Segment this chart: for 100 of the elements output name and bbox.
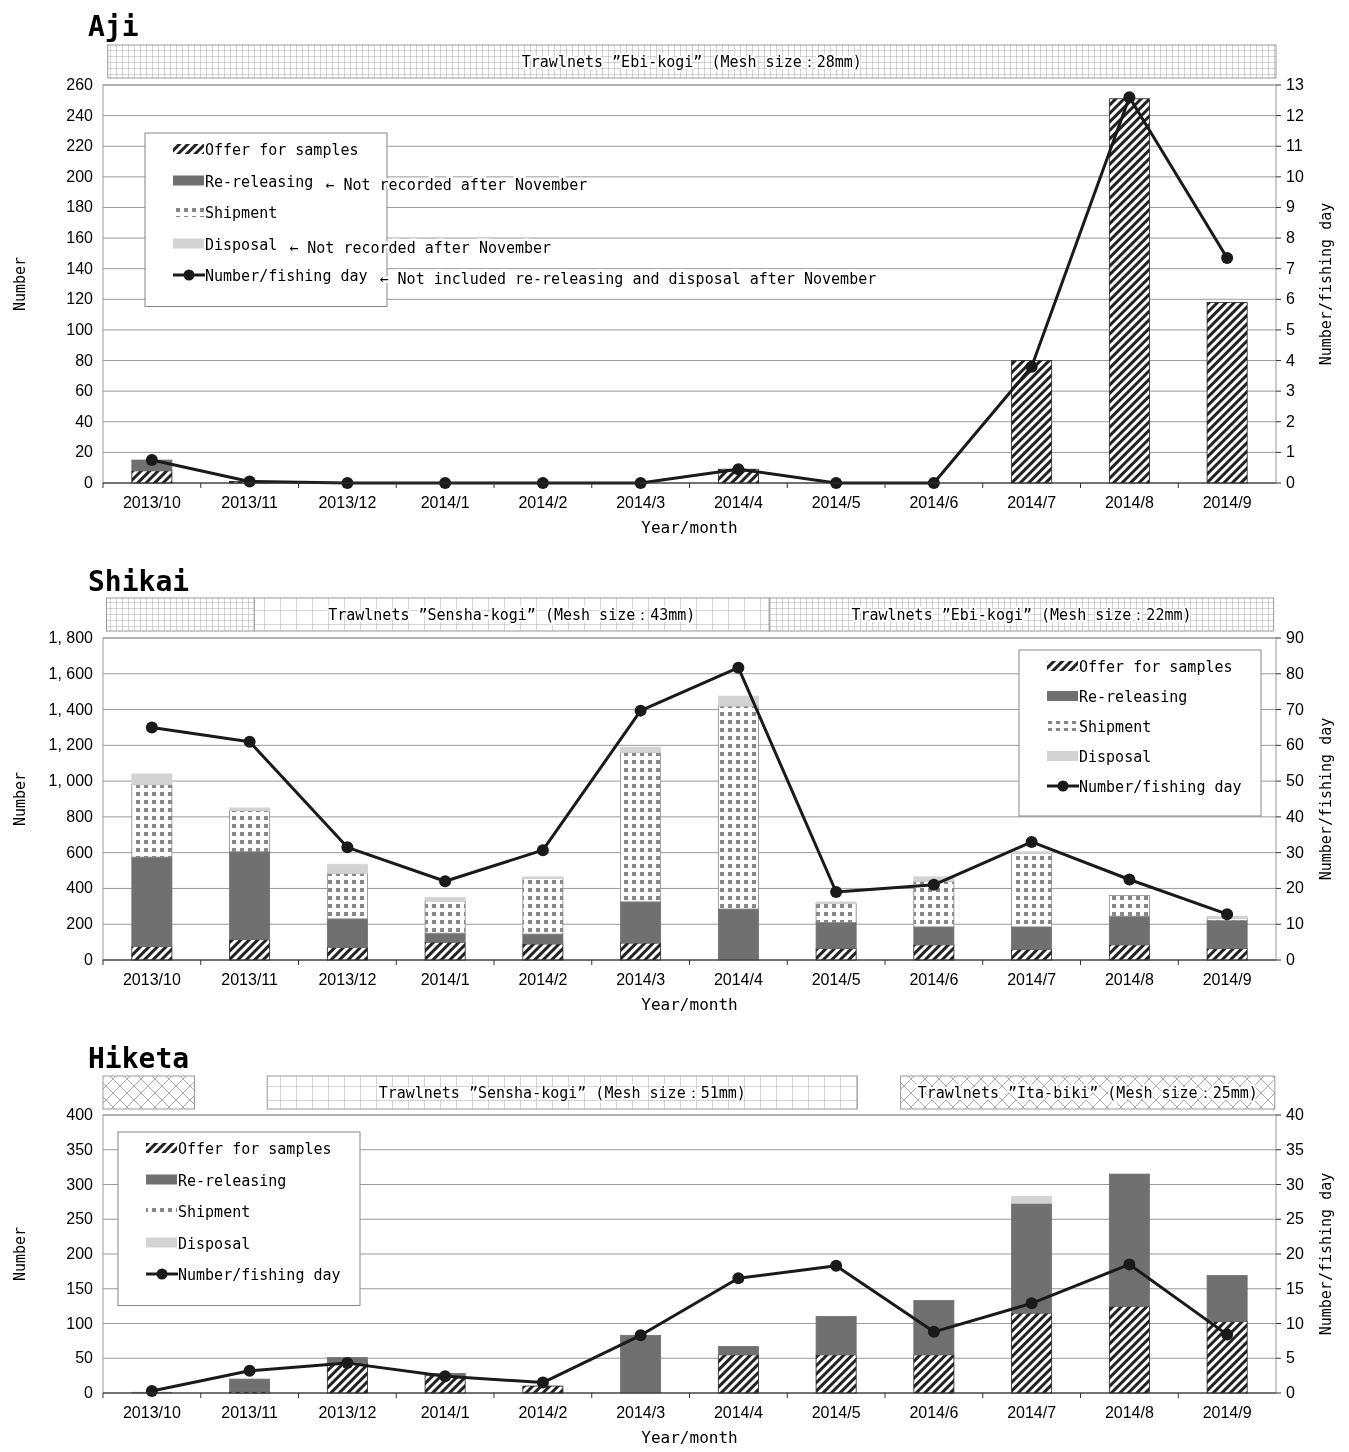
legend-label: Disposal — [205, 235, 278, 254]
text: Trawlnets ”Ebi-kogi” (Mesh size：28mm) — [521, 53, 862, 71]
y-tick-label: 1, 000 — [48, 772, 94, 790]
x-tick-label: 2013/12 — [318, 494, 377, 511]
x-tick-label: 2014/6 — [909, 971, 959, 988]
y2-tick-label: 10 — [1286, 915, 1304, 933]
x-tick-label: 2014/3 — [616, 1404, 666, 1421]
y-axis-title: Number — [11, 1226, 29, 1282]
y2-axis-title: Number/fishing day — [1317, 202, 1335, 366]
y-tick-label: 200 — [66, 1245, 94, 1262]
y2-tick-label: 40 — [1286, 1106, 1304, 1123]
y-tick-label: 400 — [66, 879, 94, 897]
y2-tick-label: 13 — [1286, 76, 1304, 93]
y-tick-label: 250 — [66, 1210, 94, 1228]
x-tick-label: 2014/8 — [1104, 494, 1154, 511]
y-tick-label: 350 — [66, 1140, 94, 1158]
y-tick-label: 60 — [75, 382, 94, 400]
x-tick-label: 2014/8 — [1104, 1404, 1154, 1421]
legend-label: Offer for samples — [1079, 658, 1233, 676]
x-tick-label: 2014/6 — [909, 1404, 959, 1421]
y-tick-label: 100 — [66, 320, 94, 338]
y-tick-label: 100 — [66, 1314, 94, 1332]
y2-tick-label: 2 — [1286, 412, 1295, 430]
legend-label: Disposal — [1079, 748, 1152, 766]
x-tick-label: 2013/10 — [122, 1404, 181, 1421]
y2-tick-label: 15 — [1286, 1279, 1304, 1297]
y2-tick-label: 0 — [1286, 474, 1295, 491]
y2-tick-label: 4 — [1286, 351, 1295, 369]
y2-tick-label: 35 — [1286, 1140, 1304, 1158]
x-axis-title: Year/month — [641, 518, 738, 537]
y2-tick-label: 7 — [1286, 259, 1295, 277]
x-tick-label: 2014/3 — [616, 494, 666, 511]
x-axis-title: Year/month — [641, 995, 738, 1014]
x-tick-label: 2013/12 — [318, 971, 377, 988]
y2-tick-label: 12 — [1286, 106, 1304, 124]
y2-tick-label: 40 — [1286, 807, 1304, 825]
legend-label: Offer for samples — [178, 1140, 332, 1158]
text: Trawlnets ”Ebi-kogi” (Mesh size：22mm) — [851, 606, 1192, 624]
y2-axis-title: Number/fishing day — [1317, 717, 1335, 881]
x-tick-label: 2014/2 — [518, 971, 568, 988]
legend-label: Number/fishing day — [1079, 778, 1242, 796]
y-tick-label: 260 — [66, 76, 94, 93]
y2-tick-label: 11 — [1286, 137, 1303, 155]
x-tick-label: 2013/11 — [221, 1404, 279, 1421]
y-tick-label: 160 — [66, 229, 94, 247]
y-axis-title: Number — [11, 256, 29, 312]
y-axis-title: Number — [11, 771, 29, 827]
y2-tick-label: 30 — [1286, 1175, 1304, 1193]
y2-tick-label: 30 — [1286, 843, 1304, 861]
text: Trawlnets ”Ita-biki” (Mesh size：25mm) — [917, 1084, 1258, 1102]
legend-label: Disposal — [178, 1234, 251, 1253]
y2-tick-label: 1 — [1286, 443, 1295, 461]
x-tick-label: 2014/5 — [811, 1404, 861, 1421]
y-tick-label: 400 — [66, 1106, 94, 1123]
chart-title: Aji — [88, 10, 139, 43]
y-tick-label: 50 — [75, 1349, 94, 1367]
legend-label: Re-releasing — [1079, 688, 1188, 706]
y-tick-label: 800 — [66, 807, 94, 825]
x-tick-label: 2014/9 — [1202, 971, 1252, 988]
y-tick-label: 600 — [66, 843, 94, 861]
y-tick-label: 240 — [66, 106, 94, 124]
y2-tick-label: 60 — [1286, 736, 1304, 754]
y-tick-label: 120 — [66, 290, 94, 308]
x-tick-label: 2014/1 — [420, 971, 470, 988]
x-tick-label: 2014/2 — [518, 494, 568, 511]
x-tick-label: 2014/9 — [1202, 494, 1252, 511]
legend-label: Shipment — [1079, 718, 1152, 736]
y2-tick-label: 5 — [1286, 1349, 1295, 1367]
x-tick-label: 2014/7 — [1007, 494, 1057, 511]
x-tick-label: 2014/4 — [713, 494, 763, 511]
y2-tick-label: 9 — [1286, 198, 1295, 216]
x-tick-label: 2013/10 — [122, 971, 181, 988]
y-tick-label: 140 — [66, 259, 94, 277]
y2-tick-label: 25 — [1286, 1210, 1304, 1228]
y2-tick-label: 50 — [1286, 772, 1304, 790]
y-tick-label: 1, 200 — [48, 736, 94, 754]
text: Trawlnets ”Sensha-kogi” (Mesh size：51mm) — [378, 1084, 746, 1102]
chart-title: Hiketa — [88, 1042, 190, 1075]
y2-tick-label: 10 — [1286, 167, 1304, 185]
y2-tick-label: 6 — [1286, 290, 1295, 308]
x-tick-label: 2014/7 — [1007, 1404, 1057, 1421]
y-tick-label: 220 — [66, 137, 94, 155]
y2-tick-label: 90 — [1286, 629, 1304, 646]
x-tick-label: 2014/1 — [420, 494, 470, 511]
x-tick-label: 2014/6 — [909, 494, 959, 511]
y-tick-label: 1, 800 — [48, 629, 94, 646]
y-tick-label: 200 — [66, 167, 94, 185]
x-tick-label: 2014/8 — [1104, 971, 1154, 988]
y2-tick-label: 10 — [1286, 1314, 1304, 1332]
y2-tick-label: 20 — [1286, 879, 1304, 897]
y2-tick-label: 70 — [1286, 700, 1304, 718]
annotation: ← Not recorded after November — [289, 238, 552, 257]
x-tick-label: 2014/4 — [713, 1404, 763, 1421]
annotation: ← Not included re-releasing and disposal after November — [379, 270, 877, 288]
x-tick-label: 2014/1 — [420, 1404, 470, 1421]
y2-tick-label: 80 — [1286, 664, 1304, 682]
legend-label: Shipment — [205, 204, 278, 222]
y2-tick-label: 8 — [1286, 229, 1295, 247]
y-tick-label: 300 — [66, 1175, 94, 1193]
y-tick-label: 20 — [75, 443, 94, 461]
